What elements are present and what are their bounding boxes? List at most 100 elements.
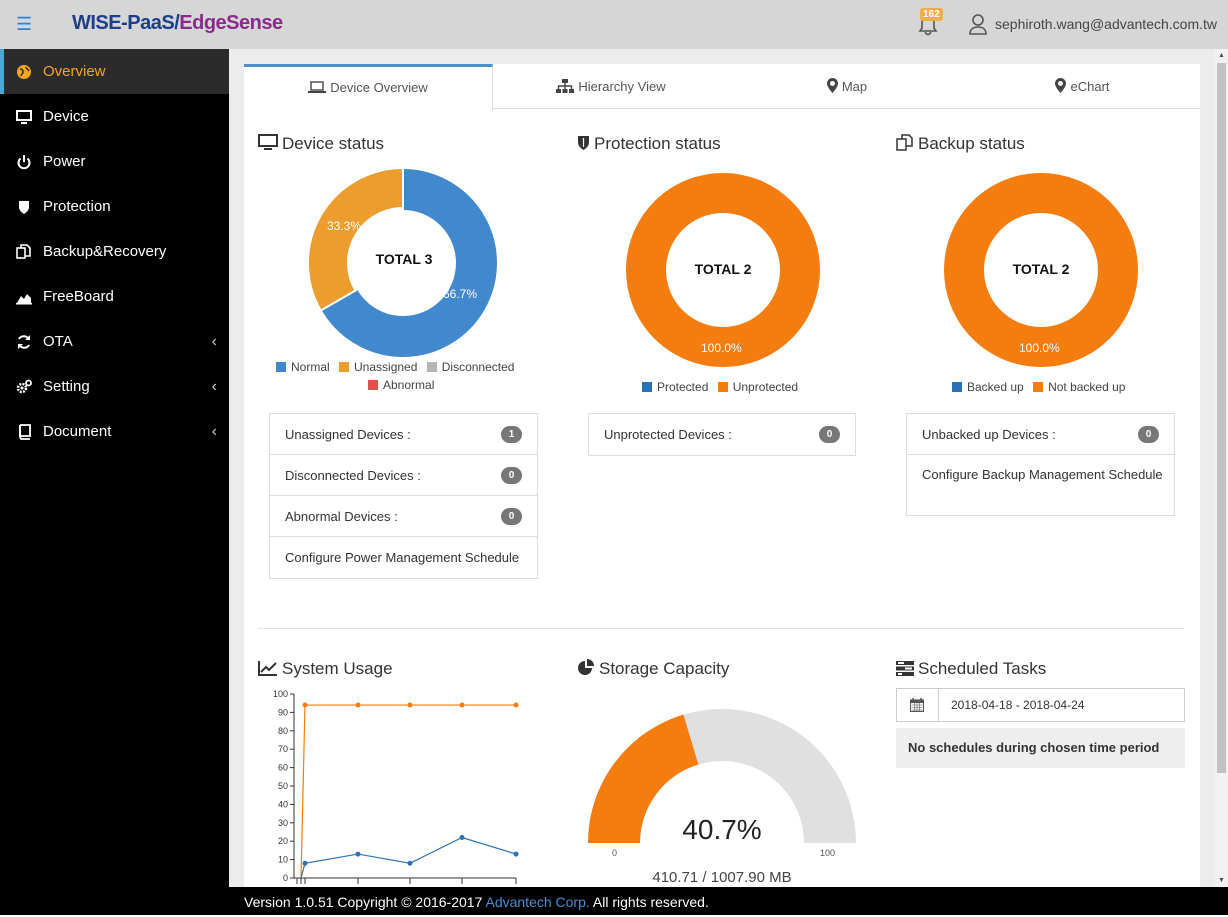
legend-unassigned[interactable]: Unassigned	[339, 360, 417, 374]
gears-icon	[16, 379, 32, 394]
empty-schedule-message: No schedules during chosen time period	[896, 728, 1185, 768]
legend-backed-up[interactable]: Backed up	[952, 380, 1024, 394]
sidebar-item-label: Document	[43, 423, 112, 440]
map-marker-icon	[826, 78, 838, 93]
scrollbar[interactable]: ▲ ▼	[1215, 49, 1228, 887]
tab-hierarchy-view[interactable]: Hierarchy View	[493, 64, 729, 109]
device-status-title: Device status	[258, 134, 384, 154]
shield-icon	[578, 136, 589, 150]
area-chart-icon	[16, 294, 32, 305]
y-tick-label: 60	[278, 763, 288, 773]
legend-unprotected[interactable]: Unprotected	[717, 380, 798, 394]
tab-device-overview[interactable]: Device Overview	[244, 64, 493, 110]
list-item-unbacked-up-devices[interactable]: Unbacked up Devices : 0	[907, 414, 1174, 455]
list-item-label: Configure Backup Management Schedule	[922, 467, 1163, 482]
legend-disconnected[interactable]: Disconnected	[426, 360, 514, 374]
sidebar-item-document[interactable]: Document ‹	[0, 409, 229, 454]
backup-status-legend: Backed up Not backed up	[952, 380, 1131, 394]
sidebar-item-freeboard[interactable]: FreeBoard	[0, 274, 229, 319]
y-tick-label: 100	[273, 689, 288, 699]
storage-capacity-title: Storage Capacity	[577, 659, 729, 679]
list-item-unprotected-devices[interactable]: Unprotected Devices : 0	[589, 414, 855, 455]
sidebar-item-power[interactable]: Power	[0, 139, 229, 184]
footer-company-link[interactable]: Advantech Corp.	[485, 894, 590, 910]
list-item-disconnected-devices[interactable]: Disconnected Devices : 0	[270, 455, 537, 496]
sidebar-item-device[interactable]: Device	[0, 94, 229, 139]
tab-map[interactable]: Map	[729, 64, 965, 109]
protection-status-donut	[626, 173, 820, 367]
y-tick-label: 0	[283, 873, 288, 883]
list-item-label: Configure Power Management Schedule	[285, 550, 520, 565]
series-line-orange	[300, 704, 516, 879]
date-range-input[interactable]: 2018-04-18 - 2018-04-24	[896, 688, 1185, 722]
list-item-label: Abnormal Devices :	[285, 509, 398, 524]
backup-status-title: Backup status	[896, 134, 1025, 154]
scrollbar-thumb[interactable]	[1217, 63, 1226, 773]
backup-status-list: Unbacked up Devices : 0 Configure Backup …	[906, 413, 1175, 516]
user-email[interactable]: sephiroth.wang@advantech.com.tw	[995, 16, 1217, 32]
system-usage-chart: 0 10 20 30 40 50 60 70 80 90 100	[273, 689, 519, 884]
count-badge: 0	[501, 467, 522, 484]
list-item-unassigned-devices[interactable]: Unassigned Devices : 1	[270, 414, 537, 455]
legend-not-backed-up[interactable]: Not backed up	[1033, 380, 1125, 394]
section-divider	[258, 628, 1184, 629]
gauge-fill	[588, 714, 699, 843]
sidebar-item-label: FreeBoard	[43, 288, 114, 305]
y-tick-label: 50	[278, 781, 288, 791]
sidebar-item-overview[interactable]: Overview	[0, 49, 229, 94]
device-total-label: TOTAL 3	[375, 251, 433, 267]
y-tick-label: 70	[278, 744, 288, 754]
brand-logo[interactable]: WISE-PaaS/EdgeSense	[72, 12, 283, 35]
footer: Version 1.0.51 Copyright © 2016-2017 Adv…	[229, 887, 1228, 915]
sidebar-item-label: OTA	[43, 333, 73, 350]
device-status-donut	[306, 166, 499, 359]
sidebar-item-setting[interactable]: Setting ‹	[0, 364, 229, 409]
device-status-list: Unassigned Devices : 1 Disconnected Devic…	[269, 413, 538, 579]
sidebar-item-protection[interactable]: Protection	[0, 184, 229, 229]
configure-power-schedule-link[interactable]: Configure Power Management Schedule	[270, 537, 537, 578]
sidebar-item-ota[interactable]: OTA ‹	[0, 319, 229, 364]
map-marker-icon	[1055, 78, 1067, 93]
series-line-blue	[300, 836, 517, 879]
legend-normal[interactable]: Normal	[276, 360, 330, 374]
tab-label: Hierarchy View	[578, 79, 666, 94]
sitemap-icon	[556, 79, 575, 93]
section-title-text: Device status	[282, 134, 385, 153]
y-tick-label: 80	[278, 726, 288, 736]
slice-unassigned[interactable]	[306, 166, 404, 312]
gauge-min-label: 0	[612, 848, 618, 858]
slice-unprotected[interactable]	[626, 173, 820, 367]
copy-icon	[16, 244, 31, 259]
data-point-orange	[459, 702, 465, 708]
legend-abnormal[interactable]: Abnormal	[368, 378, 434, 392]
sidebar-item-label: Power	[43, 153, 86, 170]
power-icon	[17, 155, 31, 170]
sidebar-item-label: Overview	[43, 63, 106, 80]
hamburger-menu-icon[interactable]: ☰	[16, 14, 33, 34]
list-item-abnormal-devices[interactable]: Abnormal Devices : 0	[270, 496, 537, 537]
count-badge: 1	[501, 426, 522, 443]
monitor-icon	[16, 110, 32, 124]
tab-bar: Device Overview Hierarchy View Map eChar…	[244, 64, 1200, 110]
configure-backup-schedule-link[interactable]: Configure Backup Management Schedule	[907, 455, 1174, 515]
unassigned-percent-label: 33.3%	[327, 219, 362, 233]
top-bar: ☰ WISE-PaaS/EdgeSense 162 sephiroth.wang…	[0, 0, 1228, 49]
sidebar-item-label: Backup&Recovery	[43, 243, 167, 260]
y-tick-label: 30	[278, 818, 288, 828]
section-title-text: Storage Capacity	[599, 659, 730, 678]
user-icon	[969, 14, 987, 35]
brand-part1: WISE-PaaS/	[72, 12, 180, 34]
globe-icon	[17, 65, 31, 79]
tab-echart[interactable]: eChart	[965, 64, 1200, 109]
pie-chart-icon	[578, 659, 594, 675]
scroll-down-icon[interactable]: ▼	[1218, 877, 1225, 884]
list-item-label: Disconnected Devices :	[285, 468, 421, 483]
section-title-text: Protection status	[594, 134, 721, 153]
scroll-up-icon[interactable]: ▲	[1218, 52, 1225, 59]
legend-protected[interactable]: Protected	[642, 380, 708, 394]
protection-status-list: Unprotected Devices : 0	[588, 413, 856, 456]
sidebar-item-backup-recovery[interactable]: Backup&Recovery	[0, 229, 229, 274]
calendar-button[interactable]	[897, 689, 939, 721]
laptop-icon	[308, 81, 327, 93]
slice-not-backed-up[interactable]	[944, 173, 1138, 367]
